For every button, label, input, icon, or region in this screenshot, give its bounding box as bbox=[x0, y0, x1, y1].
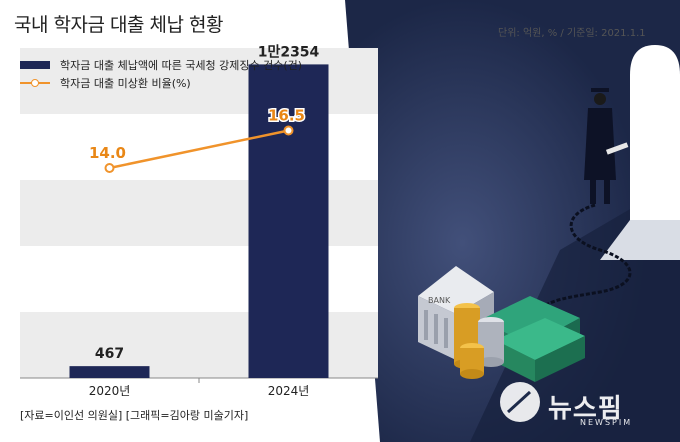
chain-icon bbox=[538, 203, 632, 312]
line-series bbox=[109, 129, 289, 170]
illustration: BANK bbox=[345, 0, 680, 442]
plot-area: 467 1만2354 2020년 2024년 14.0 16.5 bbox=[20, 44, 378, 398]
unit-note: 단위: 억원, % / 기준일: 2021.1.1 bbox=[498, 28, 646, 39]
chart-title: 국내 학자금 대출 체납 현황 bbox=[14, 14, 223, 36]
svg-text:BANK: BANK bbox=[428, 296, 451, 305]
coins-icon bbox=[454, 303, 504, 379]
graduate-icon bbox=[584, 88, 629, 204]
line-data-label: 14.0 bbox=[89, 144, 126, 162]
watermark-sub: NEWSPIM bbox=[580, 418, 633, 427]
cash-icon bbox=[480, 296, 585, 382]
doorway-icon bbox=[630, 45, 680, 220]
legend-item-line: 학자금 대출 미상환 비율(%) bbox=[20, 74, 302, 92]
line-point bbox=[104, 163, 115, 173]
legend-label-bar: 학자금 대출 체납액에 따른 국세청 강제징수 건수(건) bbox=[60, 59, 303, 72]
bar-data-label: 1만2354 bbox=[258, 44, 320, 60]
x-tick-label: 2024년 bbox=[268, 384, 310, 398]
bar bbox=[69, 366, 150, 378]
legend-swatch-line bbox=[20, 78, 50, 88]
line-point bbox=[283, 125, 294, 136]
source-note: [자료=이인선 의원실] [그래픽=김아랑 미술기자] bbox=[20, 409, 249, 422]
legend-swatch-bar bbox=[20, 61, 50, 69]
bar-data-label: 467 bbox=[95, 346, 124, 362]
watermark: 뉴스핌 bbox=[548, 394, 623, 424]
line-data-label: 16.5 bbox=[268, 107, 305, 125]
legend-item-bar: 학자금 대출 체납액에 따른 국세청 강제징수 건수(건) bbox=[20, 56, 302, 74]
bar bbox=[248, 64, 329, 378]
legend: 학자금 대출 체납액에 따른 국세청 강제징수 건수(건) 학자금 대출 미상환… bbox=[20, 56, 302, 92]
x-tick-label: 2020년 bbox=[89, 384, 131, 398]
legend-label-line: 학자금 대출 미상환 비율(%) bbox=[60, 77, 191, 90]
